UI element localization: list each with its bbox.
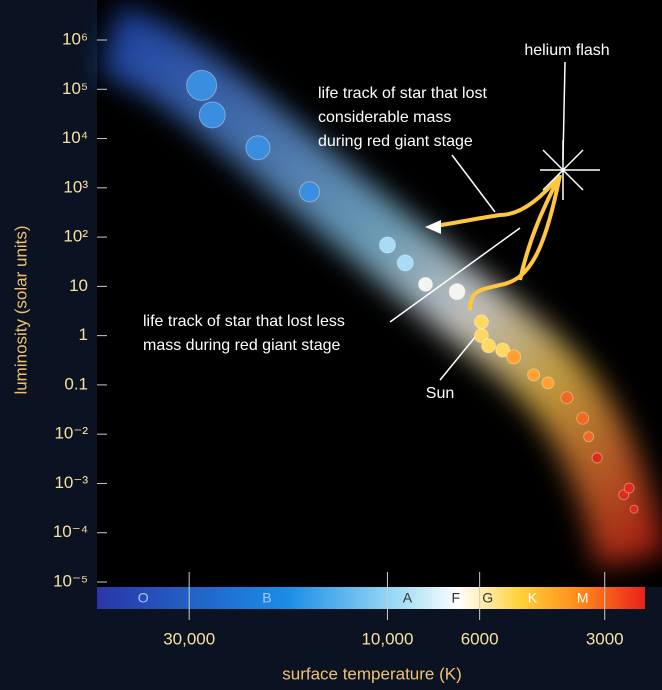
spectral-class: M	[577, 590, 589, 606]
star	[506, 349, 522, 365]
star	[417, 276, 433, 292]
y-axis-label: luminosity (solar units)	[11, 225, 30, 394]
star	[396, 254, 414, 272]
y-tick-label: 10⁶	[62, 29, 88, 48]
star	[541, 376, 555, 390]
star	[299, 181, 321, 203]
star	[495, 342, 511, 358]
spectral-class: O	[138, 590, 149, 606]
annotation-lines	[389, 61, 566, 381]
annotation: during red giant stage	[318, 133, 473, 150]
star	[448, 283, 466, 301]
spectral-band	[97, 587, 645, 609]
star	[623, 482, 635, 494]
y-tick-label: 1	[79, 325, 88, 344]
star	[245, 135, 271, 161]
annotation: Sun	[426, 385, 454, 402]
x-axis-label: surface temperature (K)	[282, 664, 462, 683]
y-tick-label: 10	[69, 276, 88, 295]
x-tick-label: 10,000	[361, 629, 413, 648]
star	[473, 328, 489, 344]
x-tick-label: 30,000	[163, 629, 215, 648]
star	[481, 338, 497, 354]
star	[591, 452, 603, 464]
y-tick-label: 0.1	[64, 374, 88, 393]
annotation: considerable mass	[318, 109, 451, 126]
spectral-class: G	[482, 590, 493, 606]
spectral-class: B	[262, 590, 271, 606]
annotation: helium flash	[524, 42, 609, 59]
y-tick-label: 10⁻⁴	[53, 522, 88, 541]
star	[378, 236, 396, 254]
y-tick-label: 10⁵	[62, 79, 88, 98]
x-tick-label: 3000	[586, 629, 624, 648]
annotation: life track of star that lost	[318, 85, 488, 102]
spectral-class: A	[403, 590, 413, 606]
star	[583, 431, 595, 443]
life-tracks	[434, 173, 562, 311]
star	[560, 391, 574, 405]
annotation: life track of star that lost less	[143, 313, 345, 330]
star	[186, 69, 218, 101]
y-tick-label: 10²	[63, 227, 88, 246]
star	[576, 411, 590, 425]
spectral-class: F	[451, 590, 460, 606]
annotation: mass during red giant stage	[143, 337, 341, 354]
x-tick-label: 6000	[461, 629, 499, 648]
star	[527, 368, 541, 382]
star	[473, 314, 489, 330]
y-tick-label: 10⁻⁵	[53, 571, 88, 590]
y-tick-label: 10³	[63, 177, 88, 196]
star	[618, 489, 630, 501]
y-tick-label: 10⁻³	[54, 473, 88, 492]
track-arrow	[425, 220, 441, 234]
y-tick-label: 10⁴	[62, 128, 88, 147]
star	[629, 504, 639, 514]
spectral-class: K	[528, 590, 538, 606]
y-tick-label: 10⁻²	[54, 424, 88, 443]
star	[198, 101, 226, 129]
